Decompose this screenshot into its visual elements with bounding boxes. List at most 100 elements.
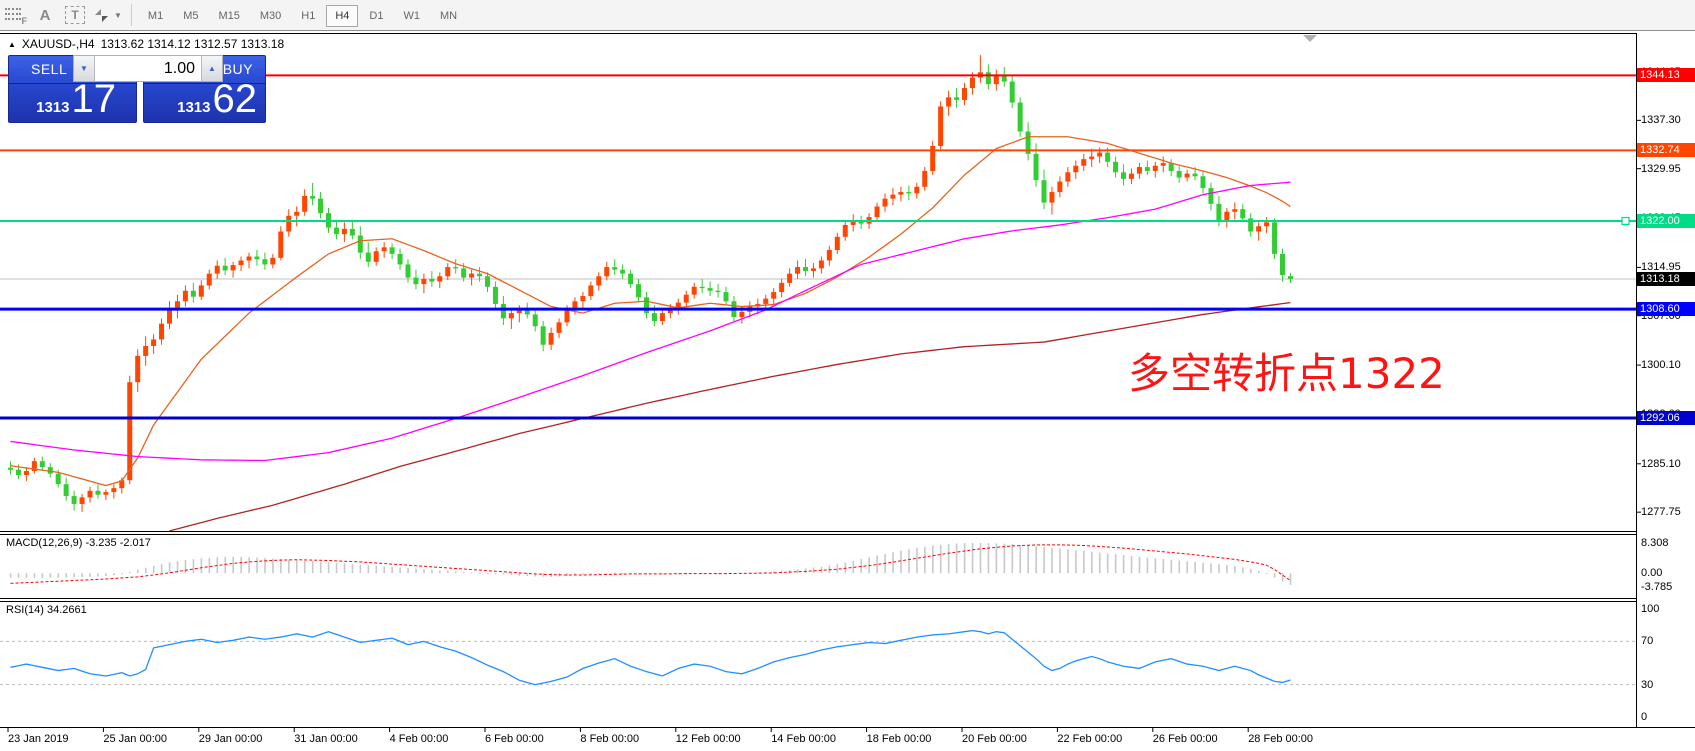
candle bbox=[413, 277, 419, 285]
timeframe-button-m30[interactable]: M30 bbox=[259, 10, 282, 22]
timeframe-button-m15[interactable]: M15 bbox=[218, 10, 240, 22]
timeframe-button-mn[interactable]: MN bbox=[439, 10, 458, 22]
candle bbox=[1256, 226, 1262, 232]
buy-price: 1313 62 bbox=[144, 79, 265, 119]
macd-histogram-bar bbox=[49, 573, 52, 578]
macd-histogram-bar bbox=[574, 573, 576, 576]
macd-histogram-bar bbox=[280, 559, 282, 574]
candle bbox=[214, 265, 220, 274]
candle bbox=[190, 290, 196, 297]
macd-histogram-bar bbox=[73, 573, 75, 578]
candle bbox=[604, 267, 610, 277]
macd-histogram-bar bbox=[192, 559, 195, 574]
macd-histogram-bar bbox=[1226, 565, 1228, 574]
candle bbox=[1272, 222, 1278, 254]
text-tool-icon[interactable]: T bbox=[63, 3, 87, 27]
candle bbox=[795, 267, 801, 274]
candle bbox=[850, 221, 856, 225]
candle bbox=[612, 267, 618, 270]
candle bbox=[715, 290, 721, 293]
rsi-panel-border-bottom bbox=[0, 727, 1695, 728]
timeframe-button-d1[interactable]: D1 bbox=[369, 10, 384, 22]
macd-histogram-bar bbox=[256, 557, 258, 574]
candle bbox=[119, 480, 125, 489]
ma-slow-line bbox=[169, 301, 1291, 532]
time-axis-label: 12 Feb 00:00 bbox=[675, 733, 741, 745]
candle bbox=[79, 497, 85, 504]
rsi-panel-border-top[interactable] bbox=[0, 601, 1636, 602]
candle bbox=[771, 292, 777, 299]
timeframe-button-h1[interactable]: H1 bbox=[301, 10, 316, 22]
candle bbox=[1081, 159, 1087, 166]
candle bbox=[636, 284, 642, 298]
macd-histogram-bar bbox=[1273, 573, 1276, 578]
candle bbox=[31, 461, 37, 472]
candle bbox=[962, 88, 967, 100]
macd-histogram-bar bbox=[65, 573, 68, 578]
macd-histogram-bar bbox=[319, 561, 322, 574]
candle bbox=[1065, 172, 1071, 182]
candles-layer bbox=[8, 55, 1293, 512]
chart-text-annotation[interactable]: 多空转折点1322 bbox=[1128, 349, 1445, 398]
candle bbox=[667, 309, 673, 314]
price-tick-label: 1285.10 bbox=[1641, 457, 1681, 470]
macd-histogram-bar bbox=[470, 572, 473, 574]
collapse-arrow-icon[interactable]: ▲ bbox=[8, 39, 16, 49]
arrows-tool-icon[interactable]: ▼ bbox=[93, 3, 122, 27]
timeframe-button-m5[interactable]: M5 bbox=[183, 10, 199, 22]
macd-histogram-bar bbox=[129, 571, 131, 574]
macd-histogram-bar bbox=[264, 557, 266, 574]
timeframe-button-m1[interactable]: M1 bbox=[147, 10, 164, 22]
lot-increase-button[interactable]: ▲ bbox=[201, 56, 222, 81]
main-panel-border-bottom[interactable] bbox=[0, 531, 1636, 532]
macd-histogram-bar bbox=[1170, 559, 1173, 574]
rsi-tick-label: 30 bbox=[1641, 678, 1654, 691]
candle bbox=[739, 311, 745, 318]
macd-panel-border-bottom[interactable] bbox=[0, 598, 1636, 599]
candle bbox=[262, 259, 268, 265]
macd-histogram-bar bbox=[455, 571, 457, 574]
time-axis-label: 31 Jan 00:00 bbox=[294, 733, 358, 745]
level-price-label: 1322.00 bbox=[1637, 214, 1695, 228]
price-tick-label: 1329.95 bbox=[1641, 162, 1681, 175]
timeframe-button-h4[interactable]: H4 bbox=[326, 5, 359, 27]
candle bbox=[1033, 153, 1039, 181]
candle bbox=[1216, 203, 1222, 221]
candle bbox=[286, 215, 292, 232]
macd-panel-border-top[interactable] bbox=[0, 534, 1636, 535]
macd-histogram-bar bbox=[534, 573, 537, 577]
candle bbox=[675, 302, 681, 310]
macd-histogram-bar bbox=[144, 567, 147, 574]
macd-histogram-bar bbox=[1234, 565, 1236, 574]
candle bbox=[1208, 188, 1214, 204]
text-label-tool-icon[interactable]: A bbox=[39, 6, 51, 24]
candle bbox=[1184, 173, 1190, 178]
candle bbox=[453, 267, 459, 269]
fibonacci-tool-icon[interactable]: F bbox=[3, 3, 27, 27]
candle bbox=[1192, 173, 1198, 177]
macd-histogram-bar bbox=[1075, 550, 1077, 574]
candle bbox=[182, 290, 188, 302]
chart-shift-marker[interactable] bbox=[1303, 35, 1317, 42]
candle bbox=[516, 310, 522, 314]
macd-histogram-bar bbox=[621, 573, 624, 575]
candle bbox=[318, 198, 324, 214]
macd-histogram-bar bbox=[995, 543, 998, 574]
price-axis-border bbox=[1636, 33, 1637, 727]
candle bbox=[1001, 74, 1007, 82]
candle bbox=[1168, 163, 1174, 171]
macd-histogram-bar bbox=[113, 573, 115, 576]
candle bbox=[938, 106, 944, 146]
candle bbox=[445, 267, 451, 277]
lot-decrease-button[interactable]: ▼ bbox=[74, 56, 95, 81]
candle bbox=[882, 198, 888, 207]
line-selection-handle[interactable] bbox=[1621, 216, 1630, 226]
sell-price-pips: 17 bbox=[71, 77, 117, 121]
lot-size-input[interactable] bbox=[95, 56, 201, 81]
sell-button[interactable]: SELL 1313 17 bbox=[8, 55, 137, 123]
timeframe-button-w1[interactable]: W1 bbox=[403, 10, 420, 22]
buy-price-pips: 62 bbox=[212, 77, 258, 121]
candle bbox=[1057, 181, 1063, 193]
